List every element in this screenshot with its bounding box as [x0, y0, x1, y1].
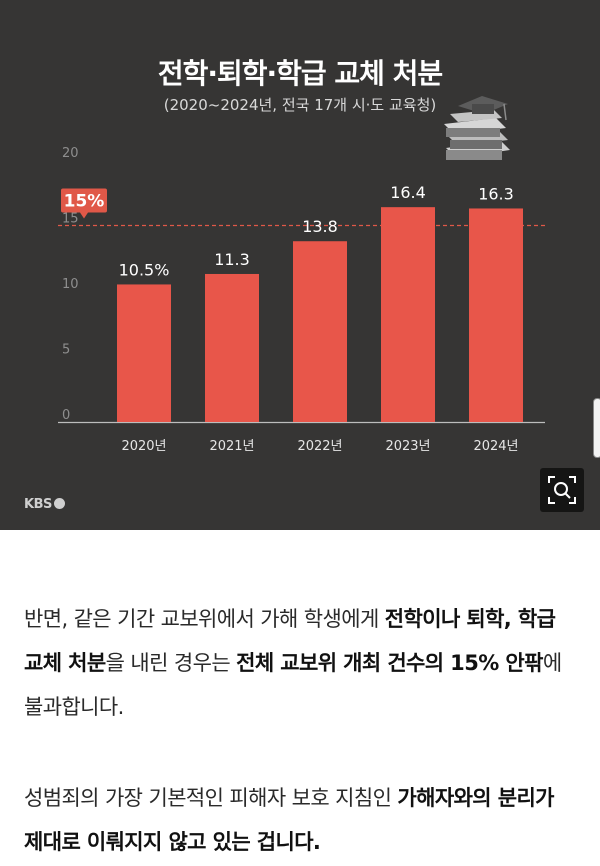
scroll-indicator[interactable]: [593, 398, 600, 458]
reference-badge: [61, 188, 107, 213]
bar-value-label: 10.5%: [119, 260, 170, 279]
y-tick-label: 0: [62, 408, 70, 423]
bar: [293, 241, 347, 422]
article-text: 에 불과합니다.: [24, 651, 562, 719]
bar-value-label: 16.4: [390, 183, 426, 202]
article-text: 성범죄의 가장 기본적인 피해자 보호 지침인: [24, 786, 398, 810]
article-paragraph-1: 반면, 같은 기간 교보위에서 가해 학생에게 전학이나 퇴학, 학급 교체 처…: [24, 597, 576, 729]
article-bold-text: 전학이나 퇴학, 학급 교체 처분: [24, 607, 556, 675]
zoom-search-icon: [548, 476, 576, 504]
x-tick-label: 2022년: [297, 439, 342, 454]
article-paragraph-2: 성범죄의 가장 기본적인 피해자 보호 지침인 가해자와의 분리가 제대로 이뤄…: [24, 776, 576, 864]
reference-line-group: 15%: [58, 188, 545, 227]
chart-panel: 20 15 10 5 0 15% 10.5% 11.3 13.8 16.4 16.3 2020년…: [0, 0, 600, 530]
bars: 10.5% 11.3 13.8 16.4 16.3: [117, 183, 523, 422]
y-tick-label: 20: [62, 146, 79, 161]
kbs-logo: KBS: [24, 497, 65, 512]
bar-chart: 20 15 10 5 0 15% 10.5% 11.3 13.8 16.4 16.3 2020년…: [58, 96, 545, 454]
y-axis: 20 15 10 5 0: [58, 146, 545, 424]
article-text: 을 내린 경우는: [105, 651, 237, 675]
bar-value-label: 13.8: [302, 217, 338, 236]
x-tick-label: 2024년: [473, 439, 518, 454]
kbs-logo-text: KBS: [24, 497, 52, 512]
x-tick-label: 2020년: [121, 439, 166, 454]
x-axis: 2020년 2021년 2022년 2023년 2024년: [121, 439, 518, 454]
bar-value-label: 16.3: [478, 184, 514, 203]
y-tick-label: 5: [62, 343, 70, 358]
reference-badge-pointer: [80, 212, 88, 219]
y-tick-label: 15: [62, 212, 79, 227]
y-tick-label: 10: [62, 277, 79, 292]
chart-title: 전학·퇴학·학급 교체 처분: [157, 57, 443, 90]
article-bold-text: 가해자와의 분리가 제대로 이뤄지지 않고 있는 겁니다.: [24, 786, 555, 854]
bar: [469, 208, 523, 422]
reference-line-label: 15%: [64, 192, 105, 212]
article-text: 반면, 같은 기간 교보위에서 가해 학생에게: [24, 607, 385, 631]
x-tick-label: 2023년: [385, 439, 430, 454]
bar: [381, 207, 435, 422]
x-tick-label: 2021년: [209, 439, 254, 454]
bar: [205, 273, 259, 422]
book-stack-graduation-cap-icon: [444, 96, 510, 160]
article-bold-text: 전체 교보위 개최 건수의 15% 안팎: [236, 651, 543, 675]
bar-value-label: 11.3: [214, 250, 250, 269]
bar: [117, 284, 171, 422]
kbs-logo-dot-icon: [53, 498, 65, 509]
zoom-button[interactable]: [540, 468, 584, 512]
chart-subtitle: (2020~2024년, 전국 17개 시·도 교육청): [163, 96, 437, 114]
